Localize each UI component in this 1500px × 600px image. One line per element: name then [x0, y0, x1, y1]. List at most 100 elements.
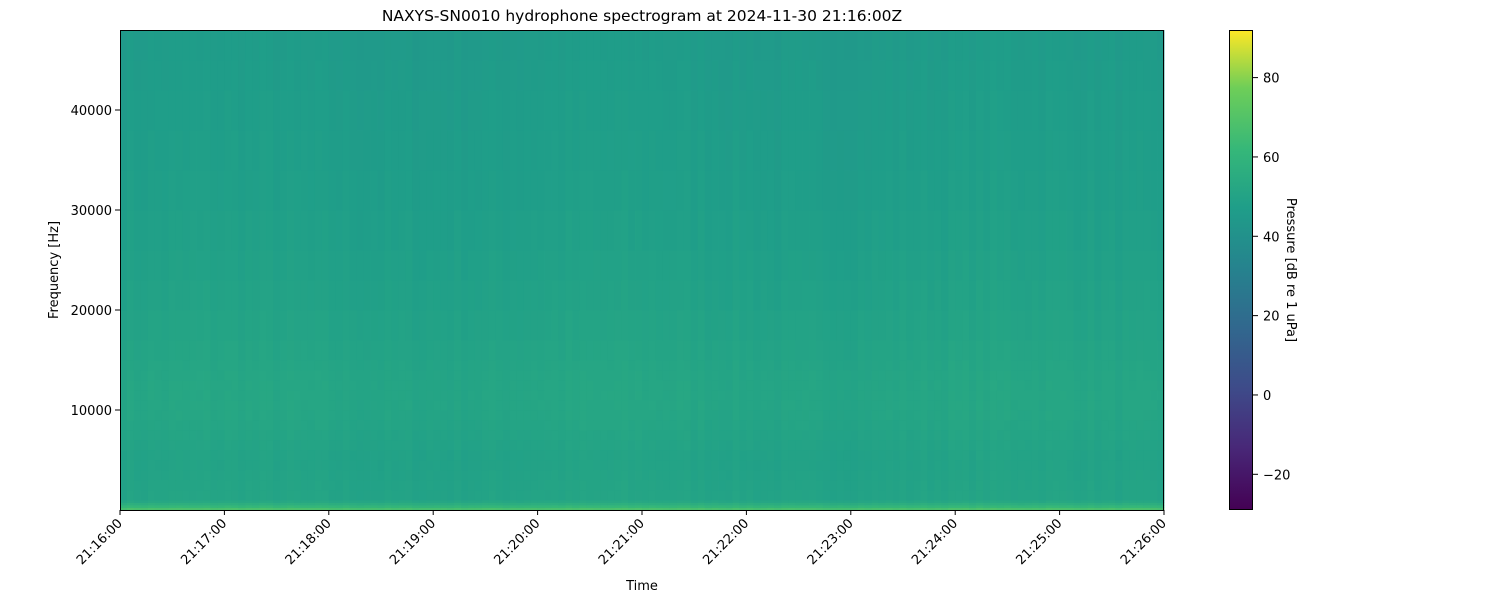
heatmap-cell — [537, 507, 545, 511]
heatmap-cell — [551, 470, 559, 481]
heatmap-cell — [704, 370, 712, 381]
heatmap-cell — [203, 502, 211, 506]
heatmap-cell — [732, 280, 740, 311]
heatmap-cell — [962, 370, 970, 381]
heatmap-cell — [871, 90, 880, 131]
heatmap-cell — [161, 30, 170, 61]
heatmap-cell — [948, 502, 956, 506]
heatmap-cell — [161, 507, 170, 511]
heatmap-cell — [690, 360, 699, 371]
heatmap-cell — [1017, 340, 1026, 361]
heatmap-cell — [356, 360, 364, 371]
heatmap-cell — [502, 90, 511, 131]
heatmap-cell — [746, 170, 754, 211]
heatmap-cell — [203, 500, 211, 503]
heatmap-cell — [600, 460, 608, 471]
heatmap-cell — [662, 502, 671, 506]
heatmap-cell — [760, 130, 768, 171]
heatmap-cell — [454, 410, 462, 421]
heatmap-cell — [955, 430, 963, 441]
heatmap-cell — [1017, 470, 1026, 481]
heatmap-cell — [210, 60, 218, 91]
heatmap-cell — [802, 410, 810, 421]
heatmap-cell — [537, 470, 545, 481]
heatmap-cell — [990, 480, 998, 491]
heatmap-cell — [147, 390, 156, 401]
heatmap-cell — [412, 500, 420, 503]
heatmap-cell — [809, 30, 817, 61]
heatmap-cell — [488, 60, 497, 91]
heatmap-cell — [238, 440, 246, 451]
heatmap-cell — [1087, 470, 1095, 481]
heatmap-cell — [147, 310, 156, 341]
heatmap-cell — [259, 430, 267, 441]
heatmap-cell — [676, 60, 685, 91]
heatmap-cell — [523, 310, 532, 341]
heatmap-cell — [1038, 480, 1047, 491]
heatmap-cell — [530, 250, 538, 281]
heatmap-cell — [892, 410, 900, 421]
heatmap-cell — [857, 380, 866, 391]
heatmap-cell — [349, 30, 358, 61]
heatmap-cell — [1003, 250, 1012, 281]
heatmap-cell — [516, 490, 525, 501]
heatmap-cell — [147, 30, 156, 61]
heatmap-cell — [941, 390, 949, 401]
heatmap-cell — [551, 490, 559, 501]
heatmap-cell — [147, 440, 156, 451]
heatmap-cell — [1136, 450, 1144, 461]
heatmap-cell — [816, 490, 824, 501]
heatmap-cell — [1157, 170, 1165, 211]
heatmap-cell — [850, 250, 859, 281]
heatmap-cell — [335, 60, 344, 91]
heatmap-cell — [147, 507, 156, 511]
heatmap-cell — [941, 410, 949, 421]
heatmap-cell — [481, 440, 490, 451]
heatmap-cell — [1010, 410, 1019, 421]
heatmap-cell — [474, 505, 483, 508]
heatmap-cell — [941, 400, 949, 411]
heatmap-cell — [962, 507, 970, 511]
heatmap-cell — [704, 440, 712, 451]
heatmap-cell — [1094, 380, 1102, 391]
heatmap-cell — [203, 130, 211, 171]
heatmap-cell — [690, 390, 699, 401]
heatmap-cell — [934, 130, 942, 171]
heatmap-cell — [1150, 60, 1158, 91]
heatmap-cell — [1094, 280, 1102, 311]
heatmap-cell — [836, 390, 845, 401]
heatmap-cell — [314, 170, 323, 211]
heatmap-cell — [481, 400, 490, 411]
heatmap-cell — [182, 280, 190, 311]
heatmap-cell — [398, 460, 406, 471]
heatmap-cell — [405, 30, 413, 61]
heatmap-cell — [690, 400, 699, 411]
heatmap-cell — [739, 505, 747, 508]
heatmap-cell — [676, 505, 685, 508]
heatmap-cell — [1122, 390, 1130, 401]
heatmap-cell — [481, 430, 490, 441]
heatmap-cell — [1136, 130, 1144, 171]
heatmap-cell — [795, 340, 803, 361]
heatmap-cell — [885, 507, 893, 511]
heatmap-cell — [294, 440, 302, 451]
x-axis: 21:16:00 21:17:00 21:18:00 21:19:00 21:20:00… — [74, 510, 1170, 568]
heatmap-cell — [1115, 390, 1123, 401]
heatmap-cell — [495, 30, 504, 61]
heatmap-cell — [892, 440, 900, 451]
heatmap-cell — [565, 460, 573, 471]
heatmap-cell — [892, 460, 900, 471]
heatmap-cell — [781, 340, 789, 361]
heatmap-cell — [558, 90, 566, 131]
heatmap-cell — [1143, 490, 1151, 501]
heatmap-cell — [461, 60, 469, 91]
heatmap-cell — [1157, 502, 1165, 506]
heatmap-cell — [210, 470, 218, 481]
heatmap-cell — [314, 410, 323, 421]
heatmap-cell — [189, 340, 197, 361]
heatmap-cell — [1017, 410, 1026, 421]
heatmap-cell — [990, 440, 998, 451]
heatmap-cell — [495, 430, 504, 441]
heatmap-cell — [690, 410, 699, 421]
heatmap-cell — [468, 280, 476, 311]
